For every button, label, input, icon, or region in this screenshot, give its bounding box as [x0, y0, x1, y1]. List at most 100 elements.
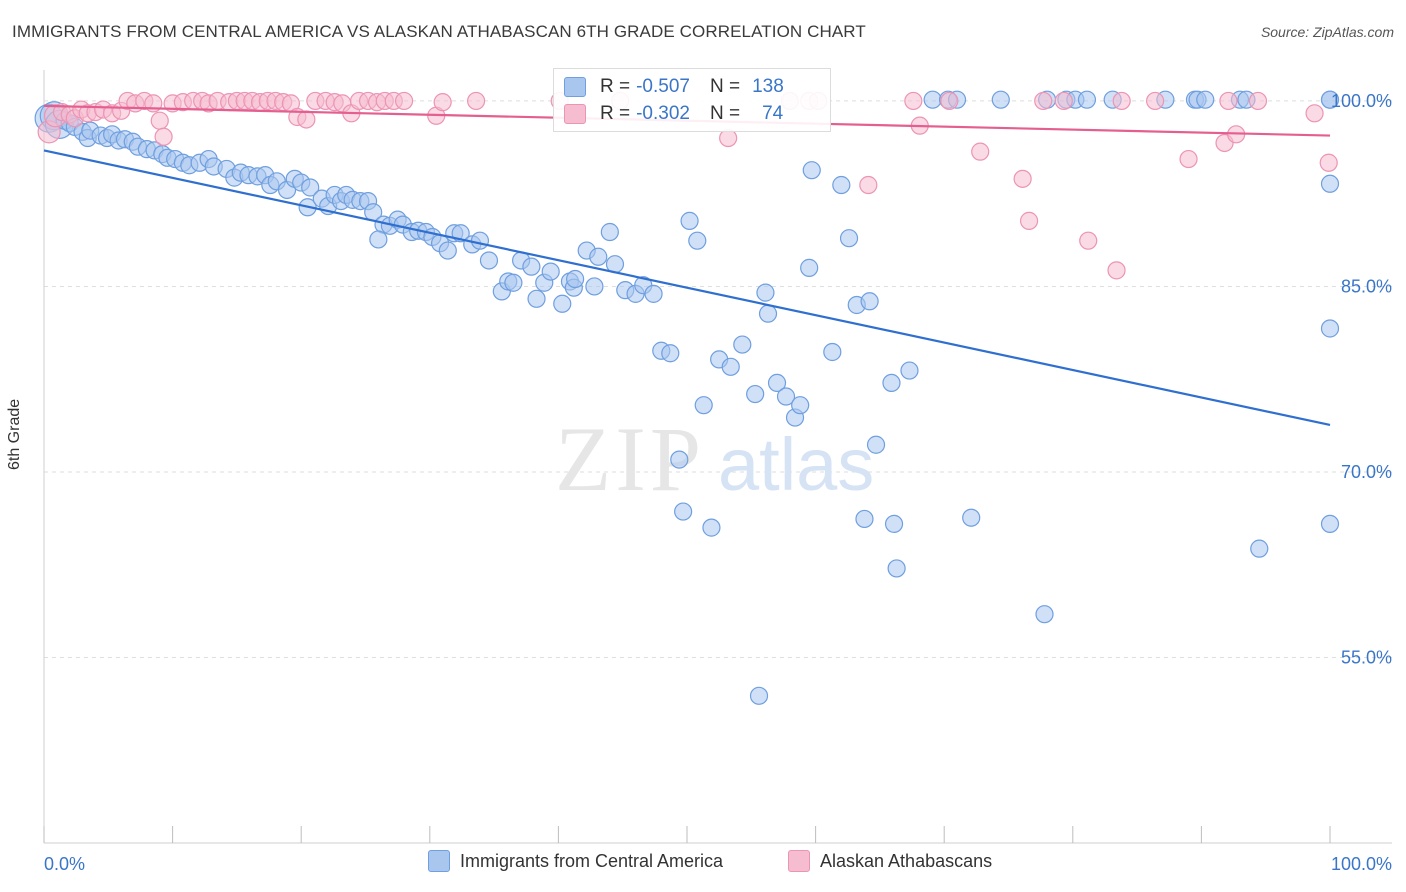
blue-point — [749, 686, 769, 705]
blue-point — [962, 508, 981, 527]
blue-point — [1320, 514, 1340, 534]
blue-point — [721, 357, 740, 376]
pink-point — [859, 175, 878, 195]
blue-point — [694, 396, 713, 415]
blue-point — [369, 230, 388, 249]
legend-stats: R = -0.507 N = 138 R = -0.302 N = 74 — [553, 68, 831, 132]
pink-point — [1019, 211, 1039, 230]
source-label: Source: ZipAtlas.com — [1260, 24, 1394, 40]
pink-point — [1305, 104, 1324, 123]
pink-point — [1146, 91, 1165, 111]
legend-n-label: N = — [709, 76, 741, 97]
blue-point — [522, 257, 541, 276]
pink-point — [1107, 261, 1126, 280]
pink-point — [1034, 91, 1053, 111]
data-points — [34, 90, 1340, 705]
legend-item-central-america[interactable]: Immigrants from Central America — [428, 850, 723, 872]
legend-label-central-america: Immigrants from Central America — [460, 850, 724, 871]
blue-point — [746, 384, 765, 404]
blue-point — [688, 231, 707, 250]
blue-point — [900, 361, 919, 380]
blue-point — [758, 304, 778, 323]
blue-point — [791, 396, 810, 415]
tick-labels: 55.0% 70.0% 85.0% 100.0% 0.0% 100.0% — [44, 91, 1392, 874]
y-tick-label: 55.0% — [1341, 647, 1392, 667]
pink-point — [1112, 91, 1131, 111]
blue-point — [776, 387, 796, 406]
pink-point — [154, 127, 173, 146]
pink-point — [1248, 91, 1268, 111]
legend-r-value: -0.507 — [636, 76, 690, 97]
blue-point — [884, 514, 904, 534]
blue-point — [855, 509, 874, 529]
pink-point — [150, 111, 169, 130]
blue-point — [823, 342, 842, 362]
pink-point — [1179, 149, 1198, 169]
blue-point — [585, 277, 604, 296]
y-tick-label: 100.0% — [1331, 91, 1392, 111]
blue-point — [702, 518, 721, 537]
legend-swatch-blue — [428, 850, 450, 872]
blue-point — [527, 289, 546, 308]
blue-point — [1250, 539, 1269, 558]
legend-swatch-blue — [564, 77, 586, 97]
blue-point — [991, 90, 1010, 109]
blue-point — [301, 178, 320, 197]
legend-row-blue: R = -0.507 N = 138 — [564, 74, 784, 100]
blue-point — [839, 229, 859, 248]
blue-point — [1196, 90, 1215, 109]
blue-point — [733, 335, 752, 354]
legend-row-pink: R = -0.302 N = 74 — [564, 101, 783, 127]
legend-r-value: -0.302 — [636, 103, 690, 124]
trend-line-blue — [43, 149, 1331, 427]
legend-n-label: N = — [709, 103, 741, 124]
blue-point — [1320, 319, 1340, 338]
legend-item-athabascans[interactable]: Alaskan Athabascans — [788, 850, 992, 872]
pink-point — [904, 91, 923, 111]
blue-point — [756, 283, 775, 302]
blue-point — [767, 373, 787, 393]
watermark-atlas: atlas — [718, 423, 874, 506]
pink-point — [1219, 91, 1238, 111]
blue-point — [860, 292, 879, 311]
blue-point — [670, 450, 689, 469]
blue-point — [600, 222, 619, 242]
blue-point — [644, 284, 663, 303]
blue-point — [661, 344, 680, 363]
blue-point — [802, 161, 821, 180]
blue-point — [674, 502, 693, 521]
legend-label-athabascans: Alaskan Athabascans — [820, 850, 993, 871]
x-tick-label: 0.0% — [44, 854, 85, 874]
blue-point — [541, 262, 560, 281]
blue-point — [800, 258, 819, 277]
pink-point — [433, 93, 452, 112]
blue-point — [1035, 605, 1054, 624]
blue-point — [887, 559, 906, 578]
blue-point — [470, 231, 490, 250]
blue-point — [882, 373, 901, 393]
y-tick-label: 85.0% — [1341, 276, 1392, 296]
legend-n-value: 74 — [762, 103, 784, 124]
blue-point — [566, 269, 585, 289]
chart-title: IMMIGRANTS FROM CENTRAL AMERICA VS ALASK… — [12, 22, 866, 41]
pink-point — [1054, 91, 1073, 111]
blue-point — [680, 211, 699, 230]
pink-point — [971, 142, 990, 161]
legend-swatch-pink — [788, 850, 810, 872]
legend-swatch-pink — [564, 104, 586, 124]
pink-point — [1013, 169, 1032, 188]
pink-point — [466, 91, 486, 111]
blue-point — [866, 435, 886, 454]
pink-point — [940, 91, 959, 111]
blue-point — [923, 90, 942, 109]
x-tick-label: 100.0% — [1331, 854, 1392, 874]
blue-point — [479, 251, 499, 270]
legend-r-label: R = — [600, 103, 631, 124]
pink-point — [297, 110, 316, 129]
blue-point — [504, 273, 523, 292]
blue-point — [589, 247, 608, 266]
axes — [43, 70, 1392, 844]
trend-lines — [43, 104, 1331, 427]
pink-point — [719, 128, 738, 148]
